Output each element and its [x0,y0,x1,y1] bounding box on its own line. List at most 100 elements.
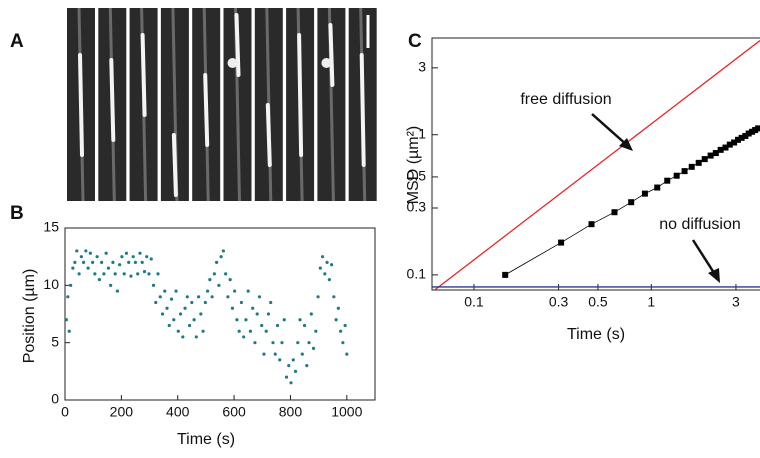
marker [712,150,719,157]
bright-streak [265,103,272,167]
annotation: free diffusion [520,91,611,108]
data-point [149,257,153,261]
data-point [71,266,75,270]
data-point [138,251,142,255]
data-point [163,289,167,293]
data-point [273,352,277,356]
data-point [278,358,282,362]
x-tick-label: 1000 [331,404,362,420]
marker [502,271,509,278]
data-point [145,255,149,259]
bright-streak [140,33,147,117]
data-point [124,251,129,255]
panel-label: B [10,203,24,224]
data-point [296,341,300,345]
data-point [79,255,83,259]
data-point [244,318,248,322]
data-point [345,352,349,356]
data-point [196,295,201,299]
data-point [210,295,214,299]
data-point [233,289,237,293]
data-point [269,300,273,305]
data-point [88,251,92,255]
data-point [339,329,343,333]
marker [738,134,745,141]
data-point [142,269,147,274]
marker [695,159,702,166]
data-point [327,278,331,282]
x-tick-label: 200 [110,404,134,420]
data-point [129,274,133,278]
data-point [156,272,160,276]
data-point [201,329,205,333]
data-point [172,318,176,322]
data-point [334,318,338,322]
data-point [287,364,291,368]
data-point [97,278,101,282]
data-point [224,272,228,276]
data-point [298,318,302,322]
data-point [84,249,88,253]
data-point [219,255,223,259]
data-point [228,278,232,282]
bright-spot [321,58,332,68]
data-point [262,352,266,356]
marker [731,139,738,146]
y-tick-label: 5 [51,333,59,349]
bright-streak [359,53,366,167]
data-point [235,318,239,322]
data-point [280,341,284,345]
data-point [75,249,79,253]
data-point [237,329,241,333]
data-point [106,266,110,270]
data-point [248,329,253,333]
bright-streak [234,13,241,77]
data-point [332,295,336,299]
data-point [300,352,304,356]
y-tick-label: 0 [51,391,59,407]
data-point [169,297,174,301]
y-tick-label: 15 [43,219,59,235]
y-tick-label: 1 [418,125,426,141]
data-point [77,272,81,276]
bright-spot [227,58,238,68]
data-point [67,329,71,333]
arrowhead [708,268,720,283]
data-point [165,306,169,310]
data-point [109,283,113,287]
arrowhead [619,138,633,151]
y-tick-label: 10 [43,276,59,292]
data-point [230,306,234,310]
marker [742,132,749,139]
x-tick-label: 400 [166,404,190,420]
data-point [316,295,320,299]
data-point [307,341,311,345]
data-point [246,289,250,293]
panel-label: C [408,31,422,52]
x-tick-label: 0.5 [588,294,608,310]
data-point [318,266,322,270]
marker [726,141,733,148]
data-point [291,358,295,362]
x-axis-label: Time (s) [567,326,625,343]
y-axis-label: MSD (µm²) [405,126,422,205]
data-point [73,260,77,264]
marker [673,172,680,179]
micrograph-panel [67,7,377,202]
data-point [192,318,196,322]
data-point [309,312,313,316]
data-point [154,300,158,305]
data-point [104,251,108,255]
data-point [136,272,140,276]
data-point [91,260,95,264]
data-point [118,263,122,267]
marker [641,190,648,197]
data-point [174,289,178,293]
data-point [275,323,280,328]
data-point [158,295,162,299]
marker [681,168,688,175]
data-point [151,283,156,287]
data-point [336,306,340,310]
data-point [217,283,221,287]
